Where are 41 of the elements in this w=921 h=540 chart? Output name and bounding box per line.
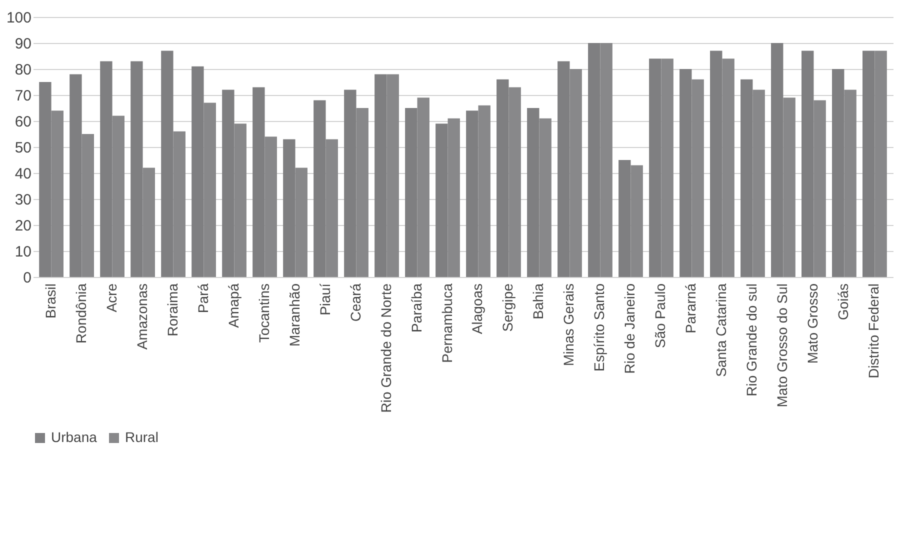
legend-label: Rural	[125, 429, 158, 445]
x-tick-label: Pará	[194, 283, 211, 314]
x-tick-label: Rio Grande do sul	[744, 284, 760, 396]
x-tick-label: Rio de Janeiro	[622, 283, 638, 374]
x-tick-label: Goiás	[835, 284, 852, 320]
x-tick-label: Rio Grande do Norte	[378, 283, 394, 413]
x-tick-label: Acre	[103, 283, 120, 312]
x-tick-label: Pernambuca	[438, 283, 455, 363]
x-tick-label: Rondônia	[72, 283, 89, 344]
x-tick-label: Paraíba	[408, 283, 424, 333]
y-tick-label: 40	[14, 166, 32, 182]
y-tick-label: 60	[14, 114, 32, 130]
x-tick-label: Pararná	[682, 283, 699, 334]
y-tick-label: 50	[14, 140, 32, 156]
legend-label: Urbana	[51, 429, 98, 445]
x-tick-label: Roraima	[164, 283, 180, 336]
x-tick-label: Amazonas	[134, 284, 150, 350]
y-tick-label: 80	[14, 62, 32, 78]
x-tick-label: Santa Catarina	[713, 283, 730, 377]
y-tick-label: 100	[6, 10, 32, 26]
x-tick-label: São Paulo	[652, 283, 668, 348]
x-tick-label: Amapá	[225, 283, 242, 328]
x-tick-label: Distrito Federal	[866, 284, 882, 378]
x-tick-label: Mato Grosso do Sul	[774, 284, 790, 408]
x-tick-label: Tocantins	[256, 284, 272, 343]
x-tick-label: Bahia	[530, 283, 546, 320]
y-tick-label: 10	[14, 244, 32, 260]
x-tick-label: Alagoas	[469, 284, 486, 334]
x-tick-label: Ceará	[347, 283, 364, 322]
x-tick-label: Piauí	[316, 283, 333, 316]
x-tick-label: Mato Grosso	[804, 283, 821, 364]
x-tick-label: Espírito Santo	[591, 283, 608, 372]
y-tick-label: 90	[14, 36, 32, 52]
x-tick-label: Minas Gerais	[560, 284, 577, 366]
y-tick-label: 30	[14, 192, 32, 208]
x-tick-label: Brasil	[42, 284, 58, 319]
x-tick-label: Maranhão	[286, 283, 302, 347]
x-tick-label: Sergipe	[500, 283, 516, 332]
y-tick-label: 20	[14, 218, 32, 234]
y-tick-label: 70	[14, 88, 32, 104]
y-tick-label: 0	[23, 270, 32, 286]
